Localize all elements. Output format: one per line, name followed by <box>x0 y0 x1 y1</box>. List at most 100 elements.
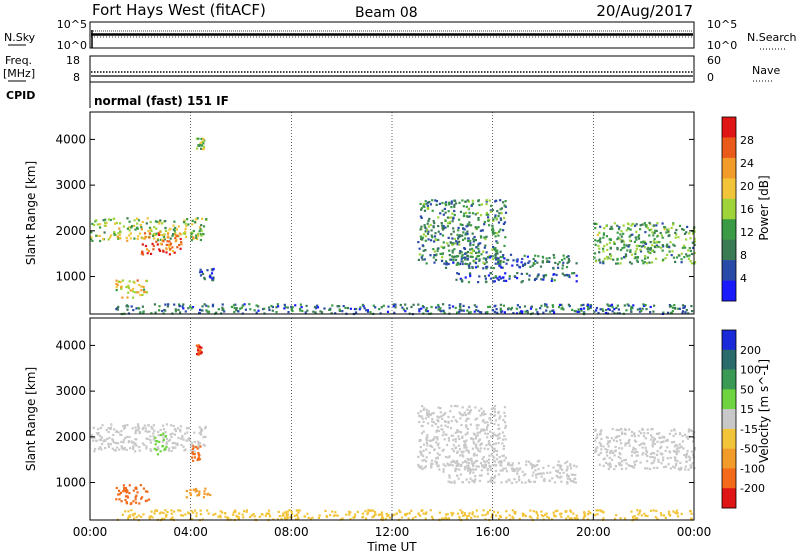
echo-cell <box>112 433 115 436</box>
echo-cell <box>442 468 445 471</box>
echo-cell <box>442 431 445 434</box>
echo-cell <box>633 439 636 442</box>
echo-cell <box>536 311 539 314</box>
echo-cell <box>518 479 521 482</box>
echo-cell <box>479 462 483 465</box>
echo-cell <box>159 219 162 222</box>
echo-cell <box>658 432 661 435</box>
echo-cell <box>422 443 425 446</box>
echo-cell <box>103 224 106 227</box>
echo-cell <box>646 432 649 435</box>
echo-cell <box>211 277 214 280</box>
echo-cell <box>320 311 324 314</box>
echo-cell <box>660 462 663 465</box>
x-tick-label: 08:00 <box>274 525 309 539</box>
echo-cell <box>463 514 466 517</box>
echo-cell <box>138 284 141 287</box>
echo-cell <box>141 293 144 296</box>
echo-cell <box>629 234 632 237</box>
echo-cell <box>238 512 241 515</box>
echo-cell <box>667 463 670 466</box>
echo-cell <box>496 257 499 260</box>
echo-cell <box>571 473 574 476</box>
echo-cell <box>437 420 440 423</box>
echo-cell <box>635 259 639 262</box>
echo-cell <box>453 480 456 483</box>
echo-cell <box>196 447 199 450</box>
echo-cell <box>200 309 203 312</box>
echo-cell <box>686 449 689 453</box>
echo-cell <box>613 468 616 471</box>
echo-cell <box>126 227 129 230</box>
echo-cell <box>662 245 665 248</box>
echo-cell <box>243 510 246 513</box>
echo-cell <box>180 437 183 440</box>
echo-cell <box>497 442 500 445</box>
echo-cell <box>680 252 683 255</box>
echo-cell <box>490 272 493 275</box>
echo-cell <box>498 461 501 464</box>
echo-cell <box>493 414 497 417</box>
echo-cell <box>614 449 617 452</box>
echo-cell <box>509 464 512 467</box>
echo-cell <box>427 219 430 223</box>
echo-cell <box>613 242 616 245</box>
echo-cell <box>671 465 675 468</box>
echo-cell <box>270 304 273 308</box>
echo-cell <box>141 237 144 240</box>
echo-cell <box>458 240 461 243</box>
echo-cell <box>499 307 502 310</box>
echo-cell <box>494 247 497 250</box>
echo-cell <box>437 216 440 219</box>
echo-cell <box>627 440 630 443</box>
echo-cell <box>107 218 111 221</box>
echo-cell <box>462 304 465 307</box>
echo-cell <box>484 238 487 241</box>
echo-cell <box>650 438 653 441</box>
echo-cell <box>202 232 205 236</box>
echo-cell <box>287 516 290 519</box>
echo-cell <box>171 246 174 249</box>
colorbar-frame <box>721 329 737 509</box>
echo-cell <box>91 436 94 439</box>
echo-cell <box>221 303 224 306</box>
echo-cell <box>624 458 627 462</box>
echo-cell <box>147 424 150 427</box>
echo-cell <box>492 232 495 235</box>
echo-cell <box>130 305 133 308</box>
echo-cell <box>90 236 93 239</box>
echo-cell <box>303 515 306 518</box>
echo-cell <box>611 310 614 313</box>
echo-cell <box>248 303 251 306</box>
echo-cell <box>428 200 431 204</box>
echo-cell <box>593 252 597 255</box>
colorbar-segment <box>722 117 736 138</box>
echo-cell <box>484 461 487 464</box>
echo-cell <box>497 259 500 262</box>
echo-cell <box>189 231 193 234</box>
echo-cell <box>111 447 114 450</box>
echo-cell <box>194 487 198 491</box>
echo-cell <box>683 256 686 259</box>
echo-cell <box>174 430 178 433</box>
echo-cell <box>442 213 445 216</box>
echo-cell <box>628 244 631 247</box>
echo-cell <box>463 247 466 250</box>
echo-cell <box>444 433 447 436</box>
echo-cell <box>625 309 628 312</box>
echo-cell <box>195 512 198 515</box>
echo-cell <box>141 442 145 445</box>
echo-cell <box>150 510 153 513</box>
echo-cell <box>130 440 133 443</box>
echo-cell <box>432 256 435 259</box>
echo-cell <box>602 517 605 520</box>
echo-cell <box>135 444 138 447</box>
echo-cell <box>469 423 472 426</box>
echo-cell <box>346 307 349 310</box>
echo-cell <box>127 517 130 520</box>
echo-cell <box>392 305 395 308</box>
echo-cell <box>264 514 267 517</box>
echo-cell <box>137 219 141 222</box>
echo-cell <box>498 264 501 267</box>
